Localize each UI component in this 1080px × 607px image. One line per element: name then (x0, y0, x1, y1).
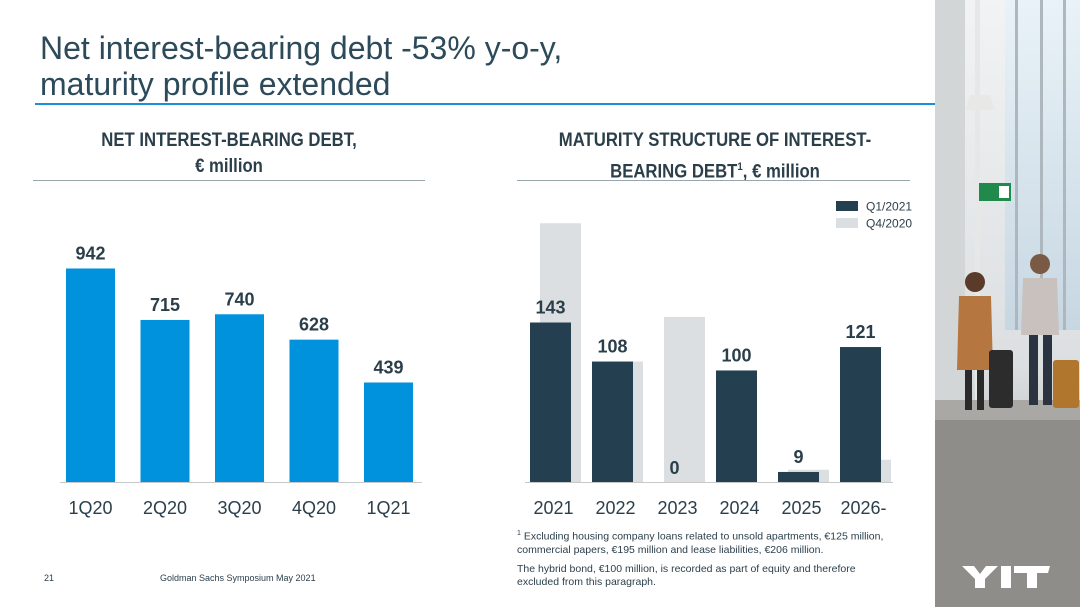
net-debt-bar-chart: 942 1Q20 715 2Q20 740 3Q20 628 4Q20 439 1Q21 (60, 243, 422, 518)
bar-1Q21 (364, 382, 413, 482)
bar-q1-2021-2021 (530, 322, 571, 482)
x-tick-2025: 2025 (781, 498, 821, 518)
title-line-1: Net interest-bearing debt -53% y-o-y, (40, 30, 563, 66)
bar-q4-2020-2023 (664, 316, 705, 482)
bar-q1-2021-2024 (716, 370, 757, 482)
legend-swatch-1 (836, 218, 858, 228)
legend-swatch-0 (836, 201, 858, 211)
bar-q1-2021-2022 (592, 361, 633, 482)
woman-figure (957, 272, 1013, 410)
data-label-2021: 143 (535, 298, 565, 318)
data-label-4Q20: 628 (299, 315, 329, 335)
page-number: 21 (44, 573, 55, 583)
footnote-1-marker: 1 (517, 530, 521, 537)
bar-q1-2021-2025 (778, 471, 819, 482)
x-tick-1Q20: 1Q20 (68, 498, 112, 518)
maturity-bar-chart: 143 2021 108 2022 0 2023 100 2024 9 2025 121 2026- Q… (525, 200, 912, 518)
legend-label-1: Q4/2020 (866, 217, 912, 231)
right-header-divider (517, 180, 910, 181)
x-tick-2021: 2021 (533, 498, 573, 518)
bar-3Q20 (215, 314, 264, 482)
footnote-2-line-2: excluded from this paragraph. (517, 576, 656, 588)
footnote-1-text: Excluding housing company loans related … (523, 530, 884, 543)
event-name: Goldman Sachs Symposium May 2021 (160, 573, 316, 583)
bar-1Q20 (66, 268, 115, 482)
yit-logo (962, 566, 1050, 588)
data-label-2Q20: 715 (150, 295, 180, 315)
title-divider (35, 103, 1047, 105)
x-tick-1Q21: 1Q21 (366, 498, 410, 518)
page-title: Net interest-bearing debt -53% y-o-y, ma… (40, 30, 920, 102)
footnote-2: The hybrid bond, €100 million, is record… (517, 563, 927, 589)
right-chart-header: MATURITY STRUCTURE OF INTEREST- BEARING … (530, 128, 900, 185)
x-tick-2022: 2022 (595, 498, 635, 518)
bar-4Q20 (289, 339, 339, 482)
title-line-2: maturity profile extended (40, 66, 391, 102)
footnote-1-line-1: 1 Excluding housing company loans relate… (517, 527, 927, 544)
footnote-1-line-2: commercial papers, €195 million and leas… (517, 543, 824, 556)
office-photo (935, 0, 1080, 607)
right-chart-header-line-2: BEARING DEBT1, € million (530, 154, 900, 185)
footnote-1: 1 Excluding housing company loans relate… (517, 527, 927, 557)
footnote-2-line-1: The hybrid bond, €100 million, is record… (517, 563, 856, 575)
bar-2Q20 (140, 319, 190, 482)
data-label-2026-: 121 (845, 322, 875, 342)
data-label-1Q21: 439 (373, 357, 403, 377)
right-chart-header-line-2-unit: , € million (742, 161, 820, 183)
data-label-2023: 0 (669, 458, 679, 478)
bar-q1-2021-2026- (840, 347, 881, 482)
x-tick-2023: 2023 (657, 498, 697, 518)
left-chart-header-line-2: € million (195, 156, 263, 177)
legend-label-0: Q1/2021 (866, 200, 912, 214)
data-label-1Q20: 942 (75, 243, 105, 263)
x-tick-2Q20: 2Q20 (143, 498, 187, 518)
right-chart-header-line-2-text: BEARING DEBT (610, 161, 738, 183)
footnote-marker: 1 (737, 161, 743, 173)
left-chart-header: NET INTEREST-BEARING DEBT, € million (57, 128, 402, 180)
left-header-divider (33, 180, 425, 181)
x-tick-2024: 2024 (719, 498, 759, 518)
x-tick-2026-: 2026- (840, 498, 886, 518)
data-label-2024: 100 (721, 345, 751, 365)
left-chart-header-line-1: NET INTEREST-BEARING DEBT, (101, 130, 357, 151)
data-label-2022: 108 (597, 337, 627, 357)
x-tick-4Q20: 4Q20 (292, 498, 336, 518)
x-tick-3Q20: 3Q20 (217, 498, 261, 518)
data-label-3Q20: 740 (224, 289, 254, 309)
man-figure (1021, 254, 1079, 408)
data-label-2025: 9 (793, 447, 803, 467)
right-chart-header-line-1: MATURITY STRUCTURE OF INTEREST- (558, 130, 872, 151)
